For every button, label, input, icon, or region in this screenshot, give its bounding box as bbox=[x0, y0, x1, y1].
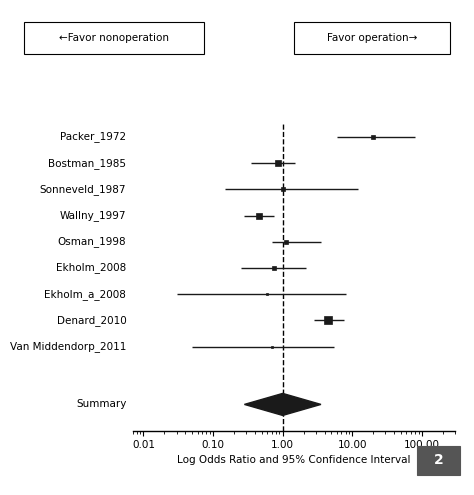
Text: Sonneveld_1987: Sonneveld_1987 bbox=[40, 184, 126, 195]
Polygon shape bbox=[245, 394, 321, 415]
Text: Van Middendorp_2011: Van Middendorp_2011 bbox=[10, 341, 126, 352]
FancyBboxPatch shape bbox=[417, 446, 460, 475]
Text: Wallny_1997: Wallny_1997 bbox=[60, 210, 126, 221]
FancyBboxPatch shape bbox=[24, 22, 204, 54]
Text: Summary: Summary bbox=[76, 399, 126, 409]
Text: Ekholm_2008: Ekholm_2008 bbox=[56, 262, 126, 273]
Text: Osman_1998: Osman_1998 bbox=[58, 236, 126, 247]
Text: 2: 2 bbox=[434, 453, 443, 467]
Text: Ekholm_a_2008: Ekholm_a_2008 bbox=[45, 289, 126, 299]
Text: Denard_2010: Denard_2010 bbox=[56, 315, 126, 326]
Text: ←Favor nonoperation: ←Favor nonoperation bbox=[59, 33, 169, 44]
X-axis label: Log Odds Ratio and 95% Confidence Interval: Log Odds Ratio and 95% Confidence Interv… bbox=[177, 454, 410, 464]
FancyBboxPatch shape bbox=[294, 22, 450, 54]
Text: Favor operation→: Favor operation→ bbox=[327, 33, 417, 44]
Text: Packer_1972: Packer_1972 bbox=[60, 131, 126, 143]
Text: Bostman_1985: Bostman_1985 bbox=[48, 157, 126, 169]
